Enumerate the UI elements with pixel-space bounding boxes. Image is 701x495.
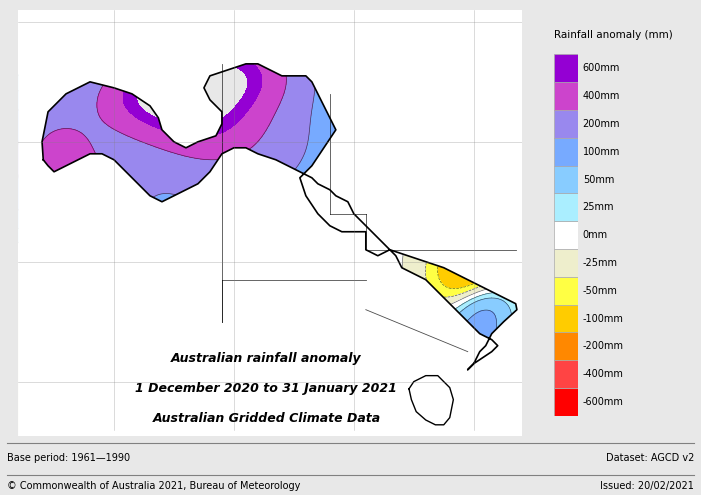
Text: 200mm: 200mm (583, 119, 620, 129)
Bar (554, 388, 578, 416)
Bar (554, 249, 578, 277)
Text: Australian Gridded Climate Data: Australian Gridded Climate Data (152, 412, 381, 425)
Bar (554, 54, 578, 82)
Text: 1 December 2020 to 31 January 2021: 1 December 2020 to 31 January 2021 (135, 382, 397, 395)
Text: -50mm: -50mm (583, 286, 618, 296)
Bar (554, 304, 578, 333)
Bar (554, 221, 578, 249)
Text: -600mm: -600mm (583, 397, 624, 407)
Text: -25mm: -25mm (583, 258, 618, 268)
Text: 400mm: 400mm (583, 91, 620, 101)
Text: -200mm: -200mm (583, 342, 624, 351)
Text: Dataset: AGCD v2: Dataset: AGCD v2 (606, 453, 694, 463)
Bar (554, 110, 578, 138)
Bar (554, 166, 578, 194)
Text: -400mm: -400mm (583, 369, 624, 379)
Bar (554, 138, 578, 166)
Bar (554, 333, 578, 360)
Text: Rainfall anomaly (mm): Rainfall anomaly (mm) (554, 30, 672, 40)
Text: Base period: 1961—1990: Base period: 1961—1990 (7, 453, 130, 463)
Polygon shape (409, 376, 454, 425)
Text: © Commonwealth of Australia 2021, Bureau of Meteorology: © Commonwealth of Australia 2021, Bureau… (7, 481, 301, 491)
Text: 25mm: 25mm (583, 202, 614, 212)
Text: 0mm: 0mm (583, 230, 608, 240)
Bar (554, 82, 578, 110)
Text: Issued: 20/02/2021: Issued: 20/02/2021 (600, 481, 694, 491)
Bar (554, 194, 578, 221)
Text: Australian rainfall anomaly: Australian rainfall anomaly (171, 352, 362, 365)
Text: 600mm: 600mm (583, 63, 620, 73)
Text: -100mm: -100mm (583, 313, 624, 324)
Bar (554, 277, 578, 304)
Text: 100mm: 100mm (583, 147, 620, 157)
Bar (554, 360, 578, 388)
Text: 50mm: 50mm (583, 175, 614, 185)
